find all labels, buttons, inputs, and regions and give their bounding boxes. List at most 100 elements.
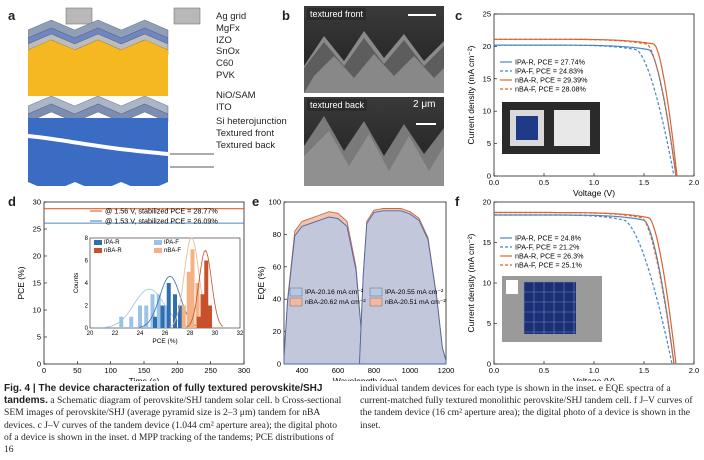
x-tick-label: 1.0 bbox=[589, 366, 599, 375]
layer-label: SnOx bbox=[216, 46, 240, 58]
inset-legend-entry: IPA-F bbox=[164, 240, 179, 246]
tandem-schematic bbox=[28, 7, 214, 186]
device-logo bbox=[506, 280, 518, 294]
histogram-bar bbox=[163, 305, 167, 328]
y-tick-label: 40 bbox=[273, 295, 281, 304]
histogram-bar bbox=[208, 305, 212, 328]
y-axis-label: Current density (mA cm⁻²) bbox=[466, 45, 476, 144]
y-tick-label: 5 bbox=[487, 139, 491, 148]
chart-e-eqe: 400 600 800 1000 1200 0 20 40 60 80 100 Wavelength … bbox=[258, 198, 454, 381]
inset-x-tick-label: 26 bbox=[162, 331, 169, 337]
x-tick-label: 250 bbox=[204, 366, 217, 375]
eqe-legend-entry: IPA-20.16 mA cm⁻² bbox=[305, 289, 364, 296]
legend-entry: IPA-F, PCE = 21.2% bbox=[515, 243, 580, 252]
layer-label: Ag grid bbox=[216, 11, 247, 22]
panel-f-label: f bbox=[455, 194, 460, 209]
inset-x-tick-label: 30 bbox=[212, 331, 219, 337]
y-tick-label: 15 bbox=[33, 279, 41, 288]
eqe-legend-swatch bbox=[369, 297, 383, 307]
inset-y-label: Counts bbox=[73, 272, 80, 293]
x-tick-label: 2.0 bbox=[689, 178, 699, 187]
caption-col-left: Fig. 4 | The device characterization of … bbox=[4, 383, 344, 456]
x-tick-label: 1200 bbox=[438, 366, 454, 375]
layer-label: Textured front bbox=[216, 128, 275, 140]
x-tick-label: 200 bbox=[171, 366, 184, 375]
x-tick-label: 2.0 bbox=[689, 366, 699, 375]
histogram-bar bbox=[173, 294, 177, 328]
panel-d-label: d bbox=[8, 194, 16, 209]
inset-legend-swatch bbox=[94, 248, 102, 253]
y-tick-label: 25 bbox=[483, 10, 491, 19]
y-tick-label: 15 bbox=[483, 238, 491, 247]
eqe-legend-swatch bbox=[369, 287, 383, 297]
histogram-bar bbox=[195, 283, 200, 328]
x-tick-label: 100 bbox=[104, 366, 117, 375]
y-axis-label: EQE (%) bbox=[258, 266, 266, 300]
eqe-legend-entry: nBA-20.51 mA cm⁻² bbox=[385, 299, 446, 306]
y-tick-label: 20 bbox=[483, 198, 491, 207]
y-tick-label: 20 bbox=[483, 42, 491, 51]
inset-y-tick-label: 8 bbox=[85, 236, 89, 242]
histogram-bar bbox=[190, 249, 195, 328]
x-tick-label: 1000 bbox=[402, 366, 419, 375]
device-photo-f-cell bbox=[524, 282, 576, 334]
layer-label: C60 bbox=[216, 58, 234, 70]
histogram-bar bbox=[160, 305, 165, 328]
layer-label: NiO/SAM bbox=[216, 89, 256, 101]
eqe-legend-entry: nBA-20.62 mA cm⁻² bbox=[305, 299, 366, 306]
caption-text-1: a Schematic diagram of perovskite/SHJ ta… bbox=[4, 395, 342, 456]
inset-x-tick-label: 22 bbox=[112, 331, 119, 337]
y-tick-label: 10 bbox=[483, 279, 491, 288]
x-tick-label: 300 bbox=[238, 366, 250, 375]
sem-scale: 2 μm bbox=[413, 99, 436, 110]
legend-entry: IPA-R, PCE = 24.8% bbox=[515, 234, 582, 243]
histogram-bar bbox=[129, 316, 134, 328]
chart-f-jv: 0.0 0.5 1.0 1.5 2.0 0 5 10 15 20 Voltage (V) Curren… bbox=[466, 198, 699, 381]
histogram-fit bbox=[186, 249, 224, 328]
y-tick-label: 20 bbox=[273, 327, 281, 336]
c60-layer bbox=[28, 40, 168, 54]
legend-entry: @ 1.56 V, stabilized PCE = 28.77% bbox=[105, 207, 218, 216]
x-tick-label: 400 bbox=[296, 366, 309, 375]
layer-label: Textured back bbox=[216, 139, 276, 151]
histogram-bar bbox=[181, 305, 186, 328]
x-tick-label: 0.0 bbox=[489, 178, 499, 187]
inset-legend-swatch bbox=[154, 240, 162, 245]
y-tick-label: 10 bbox=[33, 306, 41, 315]
histogram-bar bbox=[178, 305, 182, 328]
histogram-bar bbox=[150, 294, 155, 328]
jv-series-line bbox=[494, 211, 675, 365]
caption-text-2: individual tandem devices for each type … bbox=[360, 383, 693, 431]
x-tick-label: 800 bbox=[368, 366, 381, 375]
histogram-bar bbox=[119, 316, 124, 328]
x-axis-label: Time (s) bbox=[129, 376, 160, 381]
inset-x-label: PCE (%) bbox=[152, 338, 177, 345]
panel-b-label: b bbox=[282, 8, 290, 23]
y-tick-label: 20 bbox=[33, 252, 41, 261]
jv-series-line bbox=[494, 44, 675, 177]
x-tick-label: 1.5 bbox=[639, 366, 649, 375]
jv-series-line bbox=[494, 38, 677, 177]
inset-x-tick-label: 32 bbox=[237, 331, 244, 337]
layer-label: MgFx bbox=[216, 22, 240, 34]
x-tick-label: 0.5 bbox=[539, 178, 549, 187]
y-tick-label: 0 bbox=[487, 360, 491, 369]
x-tick-label: 600 bbox=[332, 366, 345, 375]
layer-label: Si heterojunction bbox=[216, 116, 287, 128]
inset-legend-swatch bbox=[94, 240, 102, 245]
histogram-bar bbox=[200, 294, 205, 328]
y-tick-label: 30 bbox=[33, 198, 41, 207]
legend-entry: nBA-R, PCE = 26.3% bbox=[515, 252, 584, 261]
y-axis-label: Current density (mA cm⁻²) bbox=[466, 233, 476, 332]
device-photo-cell bbox=[516, 116, 538, 140]
layer-label: PVK bbox=[216, 69, 236, 81]
caption-col-right: individual tandem devices for each type … bbox=[360, 383, 700, 432]
x-tick-label: 0.5 bbox=[539, 366, 549, 375]
histogram-bar bbox=[196, 316, 201, 328]
panel-c-label: c bbox=[455, 8, 463, 23]
y-axis-label: PCE (%) bbox=[18, 266, 26, 299]
inset-x-tick-label: 28 bbox=[187, 331, 194, 337]
panel-e-label: e bbox=[252, 194, 260, 209]
legend-entry: nBA-R, PCE = 29.39% bbox=[515, 76, 588, 85]
y-tick-label: 0 bbox=[37, 360, 41, 369]
